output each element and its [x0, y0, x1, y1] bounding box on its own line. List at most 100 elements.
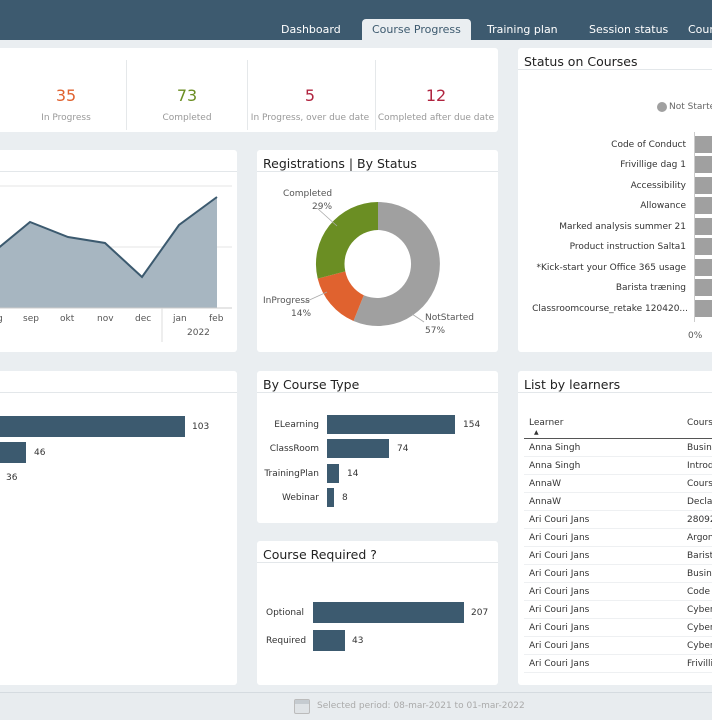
required-label: Required [266, 636, 307, 646]
kpi-overdue-value: 5 [304, 86, 316, 105]
table-row[interactable]: Ari Couri Jans28092 [524, 511, 712, 529]
donut-notstarted-pct: 57% [425, 326, 446, 336]
tab-courses[interactable]: Cour [688, 23, 712, 36]
card-divider [257, 392, 498, 393]
table-header: Learner ▲ Cours [524, 413, 712, 439]
type-label: TrainingPlan [264, 469, 319, 479]
tab-course-progress[interactable]: Course Progress [362, 19, 471, 40]
kpi-divider [247, 60, 248, 130]
type-value: 74 [397, 444, 409, 454]
course-bar [694, 300, 712, 317]
card-title: Registrations | By Status [263, 156, 417, 171]
card-divider [518, 392, 712, 393]
table-row[interactable]: Anna Singh Busin [524, 439, 712, 457]
learners-card: List by learners Learner ▲ Cours Anna Si… [518, 371, 712, 685]
kpi-completed-value: 73 [176, 86, 198, 105]
table-row[interactable]: Anna Singh Introd [524, 457, 712, 475]
card-title: By Course Type [263, 377, 360, 392]
bar [0, 442, 26, 463]
course-bar [694, 197, 712, 214]
card-divider [257, 171, 498, 172]
course-label: Frivillige dag 1 [620, 160, 686, 170]
x-year-label: 2022 [187, 328, 210, 338]
donut-notstarted-label: NotStarted [425, 313, 475, 323]
footer-bar: Selected period: 08-mar-2021 to 01-mar-2… [0, 692, 712, 720]
tab-session-status[interactable]: Session status [589, 23, 669, 36]
area-fill [0, 197, 217, 308]
required-value: 207 [471, 608, 489, 618]
kpi-completed-late-label: Completed after due date [377, 113, 495, 123]
type-label: Webinar [281, 493, 319, 503]
top-nav-bar: Dashboard Course Progress Training plan … [0, 0, 712, 40]
x-tick-label: okt [60, 314, 75, 324]
axis-line [694, 132, 695, 322]
table-row[interactable]: Ari Couri Jans Cyber [524, 619, 712, 637]
kpi-divider [375, 60, 376, 130]
table-row[interactable]: Ari Couri Jans Busin [524, 565, 712, 583]
col-header-course[interactable]: Cours [687, 418, 712, 428]
required-bar [313, 630, 345, 651]
legend-dot [657, 102, 667, 112]
tab-training-plan[interactable]: Training plan [487, 23, 558, 36]
course-bar [694, 279, 712, 296]
course-label: *Kick-start your Office 365 usage [536, 263, 686, 273]
bar-value: 103 [192, 422, 210, 432]
table-row[interactable]: Ari Couri Jans Frivilli [524, 655, 712, 673]
course-label: Marked analysis summer 21 [559, 222, 686, 232]
left-bar-card: 103 46 36 [0, 371, 237, 685]
donut-completed-label: Completed [283, 189, 333, 199]
donut-inprogress-label: InProgress [263, 296, 310, 306]
x-tick-label: g [0, 314, 3, 324]
table-row[interactable]: Ari Couri Jans Argon [524, 529, 712, 547]
x-tick-label: dec [135, 314, 152, 324]
kpi-in-progress-value: 35 [55, 86, 77, 105]
card-title: List by learners [524, 377, 621, 392]
course-bar [694, 259, 712, 276]
type-value: 8 [342, 493, 348, 503]
col-header-learner[interactable]: Learner [529, 418, 564, 428]
bar [0, 416, 185, 437]
course-type-card: By Course Type ELearning ClassRoom Train… [257, 371, 498, 523]
bar-value: 36 [6, 473, 18, 483]
card-divider [518, 69, 712, 70]
course-bar [694, 238, 712, 255]
donut-chart [304, 201, 440, 326]
registrations-card: Registrations | By Status Completed 29% … [257, 150, 498, 352]
course-bar [694, 218, 712, 235]
calendar-icon[interactable] [294, 699, 310, 714]
table-row[interactable]: Ari Couri Jans Cyber [524, 637, 712, 655]
tab-dashboard[interactable]: Dashboard [281, 23, 341, 36]
kpi-divider [126, 60, 127, 130]
required-bar [313, 602, 464, 623]
table-row[interactable]: AnnaW Cours [524, 475, 712, 493]
card-title: Status on Courses [524, 54, 638, 69]
axis-tick-label: 0% [688, 331, 703, 341]
course-bar [694, 156, 712, 173]
course-label: Product instruction Salta1 [569, 242, 686, 252]
table-row[interactable]: Ari Couri Jans Cyber [524, 601, 712, 619]
required-label: Optional [266, 608, 305, 618]
slice-inprogress [317, 271, 364, 321]
selected-period-text: Selected period: 08-mar-2021 to 01-mar-2… [317, 701, 525, 711]
line-chart-card: g sep okt nov dec jan feb 2022 [0, 150, 237, 352]
type-bar [327, 439, 389, 458]
x-tick-label: jan [173, 314, 187, 324]
course-label: Barista træning [615, 283, 686, 293]
slice-notstarted [353, 202, 440, 326]
kpi-completed-late-value: 12 [425, 86, 447, 105]
course-bar [694, 177, 712, 194]
slice-completed [315, 201, 378, 279]
type-value: 14 [347, 469, 359, 479]
kpi-card: 35 In Progress 73 Completed 5 In Progres… [0, 48, 498, 132]
type-label: ELearning [274, 420, 319, 430]
card-divider [0, 392, 237, 393]
table-row[interactable]: AnnaWDeclar [524, 493, 712, 511]
sort-up-icon[interactable]: ▲ [534, 429, 539, 436]
series-line [0, 196, 218, 279]
table-row[interactable]: Ari Couri Jans Barist [524, 547, 712, 565]
x-tick-label: sep [23, 314, 39, 324]
course-label: Accessibility [630, 181, 686, 191]
type-bar [327, 415, 455, 434]
card-divider [0, 171, 237, 172]
